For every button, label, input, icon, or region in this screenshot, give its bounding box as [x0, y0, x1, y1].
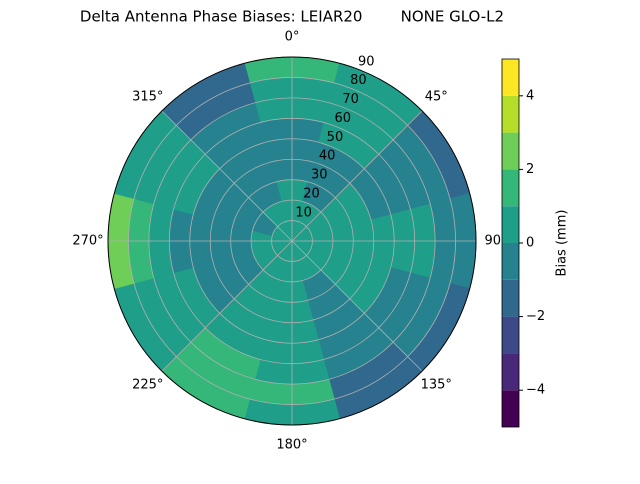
- angular-grid-line: [291, 240, 423, 372]
- colorbar: −4 −2 0 2 4 Bias (mm): [501, 58, 570, 428]
- labels: 0°45°90°135°180°225°270°315°102030405060…: [72, 30, 507, 453]
- polar-frame: [107, 56, 477, 426]
- colorbar-bin: [502, 59, 519, 96]
- angular-grid-line: [161, 110, 293, 242]
- radial-tick-label: 50: [327, 130, 344, 145]
- angular-grid-line: [161, 240, 293, 372]
- angular-tick-label: 270°: [72, 234, 103, 249]
- radial-tick-label: 60: [334, 111, 351, 126]
- angular-grid-line: [291, 110, 423, 242]
- colorbar-tick-label: −4: [526, 383, 545, 398]
- radial-tick-label: 20: [303, 186, 320, 201]
- colorbar-bin: [502, 390, 519, 427]
- colorbar-bin: [502, 243, 519, 280]
- angular-tick-label: 45°: [425, 89, 448, 104]
- colorbar-bin: [502, 132, 519, 170]
- angular-tick-label: 315°: [132, 89, 163, 104]
- angular-tick-label: 180°: [276, 438, 307, 453]
- colorbar-bin: [502, 353, 519, 391]
- radial-tick-label: 70: [342, 92, 359, 107]
- colorbar-tick-label: 4: [526, 88, 534, 103]
- colorbar-tick-label: −2: [526, 309, 545, 324]
- colorbar-tick-label: 0: [526, 236, 534, 251]
- angular-tick-label: 0°: [285, 30, 300, 45]
- colorbar-bin: [502, 206, 519, 243]
- chart-title: Delta Antenna Phase Biases: LEIAR20 NONE…: [80, 8, 504, 26]
- colorbar-bin: [502, 279, 519, 317]
- radial-tick-label: 90: [358, 54, 375, 69]
- colorbar-bin: [502, 169, 519, 207]
- angular-tick-label: 225°: [132, 378, 163, 393]
- radial-tick-label: 80: [350, 73, 367, 88]
- angular-tick-label: 135°: [421, 378, 452, 393]
- radial-tick-label: 10: [295, 205, 312, 220]
- colorbar-tick-label: 2: [526, 162, 534, 177]
- colorbar-label: Bias (mm): [555, 210, 570, 277]
- radial-tick-label: 30: [311, 168, 328, 183]
- polar-grid: [107, 56, 477, 426]
- radial-tick-label: 40: [319, 149, 336, 164]
- colorbar-bin: [502, 95, 519, 133]
- colorbar-bin: [502, 316, 519, 354]
